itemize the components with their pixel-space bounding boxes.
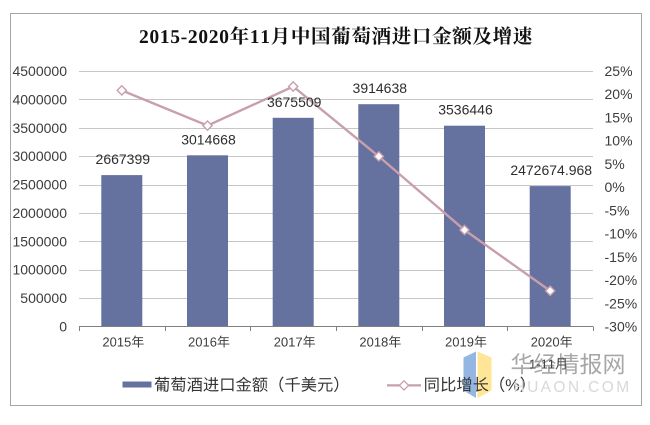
svg-text:4000000: 4000000	[12, 91, 67, 107]
svg-text:3000000: 3000000	[12, 148, 67, 164]
svg-text:20%: 20%	[605, 86, 633, 102]
svg-text:-10%: -10%	[605, 226, 638, 242]
svg-text:3675509: 3675509	[267, 94, 322, 110]
svg-text:0: 0	[59, 319, 67, 335]
svg-text:3536446: 3536446	[438, 102, 493, 118]
svg-text:3014668: 3014668	[181, 131, 236, 147]
svg-text:2667399: 2667399	[96, 151, 151, 167]
svg-text:2500000: 2500000	[12, 177, 67, 193]
svg-text:-20%: -20%	[605, 272, 638, 288]
svg-text:2472674.968: 2472674.968	[510, 162, 592, 178]
svg-text:10%: 10%	[605, 133, 633, 149]
svg-text:3500000: 3500000	[12, 120, 67, 136]
svg-text:HUAON.COM: HUAON.COM	[514, 379, 632, 396]
svg-text:2000000: 2000000	[12, 205, 67, 221]
svg-text:1000000: 1000000	[12, 262, 67, 278]
svg-text:4500000: 4500000	[12, 63, 67, 79]
svg-text:3914638: 3914638	[353, 80, 408, 96]
svg-text:25%: 25%	[605, 63, 633, 79]
svg-text:-25%: -25%	[605, 295, 638, 311]
svg-text:0%: 0%	[605, 179, 625, 195]
svg-text:-15%: -15%	[605, 249, 638, 265]
svg-text:5%: 5%	[605, 156, 625, 172]
svg-text:-30%: -30%	[605, 319, 638, 335]
svg-text:500000: 500000	[20, 290, 67, 306]
svg-text:15%: 15%	[605, 110, 633, 126]
svg-text:1500000: 1500000	[12, 233, 67, 249]
svg-text:-5%: -5%	[605, 202, 630, 218]
